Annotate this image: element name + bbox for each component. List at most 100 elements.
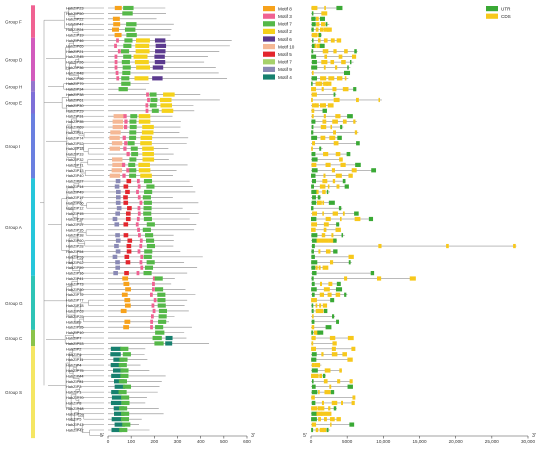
cds-box: [315, 330, 318, 335]
utr-box: [323, 308, 328, 314]
gene-label: HabZIP13: [66, 168, 84, 173]
motif-box: [157, 292, 166, 297]
motif-box: [143, 216, 152, 222]
cds-box: [341, 400, 343, 406]
motif-box: [146, 92, 149, 97]
motif-box: [114, 5, 122, 11]
cds-box: [336, 184, 340, 189]
motif-axis: 0 100 200 300 400 500 600 5' 3': [100, 433, 255, 444]
motif-box: [154, 54, 165, 59]
cds-box: [321, 11, 328, 16]
utr-box: [311, 130, 314, 135]
motif-box: [141, 130, 154, 135]
motif-box: [116, 206, 122, 211]
motif-box: [111, 168, 123, 173]
gene-label: HabZIP28: [66, 244, 84, 249]
group-label: Group F: [5, 20, 22, 25]
cds-box: [335, 227, 341, 232]
motif-box: [115, 179, 121, 184]
motif-legend-label: Motif 2: [278, 29, 292, 34]
utr-box: [311, 281, 315, 287]
cds-box: [327, 103, 334, 108]
motif-box: [129, 130, 137, 135]
motif-box: [120, 368, 129, 373]
group-bar-segment: [31, 113, 35, 179]
cds-box: [318, 249, 321, 254]
gene-label: HabZIP57: [66, 222, 84, 227]
motif-box: [126, 249, 132, 254]
motif-box: [124, 119, 128, 124]
utr-box: [311, 243, 315, 249]
cds-box: [324, 417, 327, 422]
cds-box: [354, 216, 361, 222]
utr-box: [336, 222, 340, 227]
gene-label: HabZIP47: [66, 22, 84, 27]
cds-box: [316, 238, 323, 243]
cds-box: [311, 227, 316, 232]
motif-box: [139, 243, 143, 249]
cds-box: [316, 189, 319, 195]
motif-box: [146, 238, 155, 243]
group-label: Group E: [5, 101, 22, 106]
gene-label: HabZIP37: [66, 217, 84, 222]
cds-box: [323, 81, 329, 86]
motif-box: [112, 124, 124, 130]
gene-label: HabZIP34: [66, 87, 84, 92]
utr-box: [311, 384, 316, 389]
utr-box: [333, 249, 338, 254]
motif-box: [155, 287, 164, 292]
utr-box: [311, 303, 314, 308]
gene-label: HabZIP8: [66, 400, 81, 405]
motif-box: [129, 157, 137, 162]
cds-box: [324, 390, 331, 395]
motif-box: [150, 319, 154, 324]
group-label: Group D: [5, 57, 23, 62]
motif-box: [135, 43, 150, 48]
motif-box: [120, 373, 129, 378]
motif-box: [140, 265, 144, 270]
motif-box: [123, 195, 128, 200]
utr-box: [344, 184, 349, 189]
cds-box: [314, 373, 319, 378]
group-bar-segment: [31, 329, 35, 347]
cds-box: [318, 390, 320, 395]
cds-box: [311, 341, 314, 346]
motif-box: [144, 249, 153, 254]
group-label: Group H: [5, 84, 22, 89]
gene-label: HabZIP18: [66, 146, 84, 151]
utr-box: [311, 216, 317, 222]
gene-label: HabZIP31: [66, 114, 84, 119]
cds-box: [344, 276, 348, 281]
cds-box: [322, 427, 327, 433]
motif-legend-swatch: [263, 44, 275, 50]
motif-box: [137, 184, 141, 189]
motif-box: [118, 87, 128, 92]
motif-box: [117, 49, 121, 54]
utr-box: [311, 54, 317, 59]
motif-box: [146, 243, 155, 249]
motif-box: [145, 233, 154, 238]
gene-axis-tick-label: 20,000: [449, 439, 463, 444]
cds-box: [315, 16, 319, 21]
gene-label: HabZIP72: [66, 292, 84, 297]
motif-legend-swatch: [263, 59, 275, 65]
motif-box: [114, 65, 118, 70]
utr-box: [354, 211, 359, 216]
group-bar-segment: [31, 178, 35, 276]
group-bar-segment: [31, 91, 35, 114]
motif-box: [122, 276, 129, 281]
group-bar-segment: [31, 346, 35, 439]
cds-box: [322, 406, 325, 411]
motif-box: [134, 76, 149, 81]
motif-box: [109, 173, 121, 178]
cds-box: [342, 211, 345, 216]
cds-box: [322, 211, 324, 216]
cds-box: [446, 243, 449, 249]
motif-box: [113, 114, 125, 119]
cds-box: [323, 38, 328, 43]
cds-box: [323, 103, 325, 108]
motif-box: [121, 400, 130, 406]
cds-box: [340, 216, 342, 222]
motif-box: [112, 216, 118, 222]
motif-box: [142, 195, 151, 200]
